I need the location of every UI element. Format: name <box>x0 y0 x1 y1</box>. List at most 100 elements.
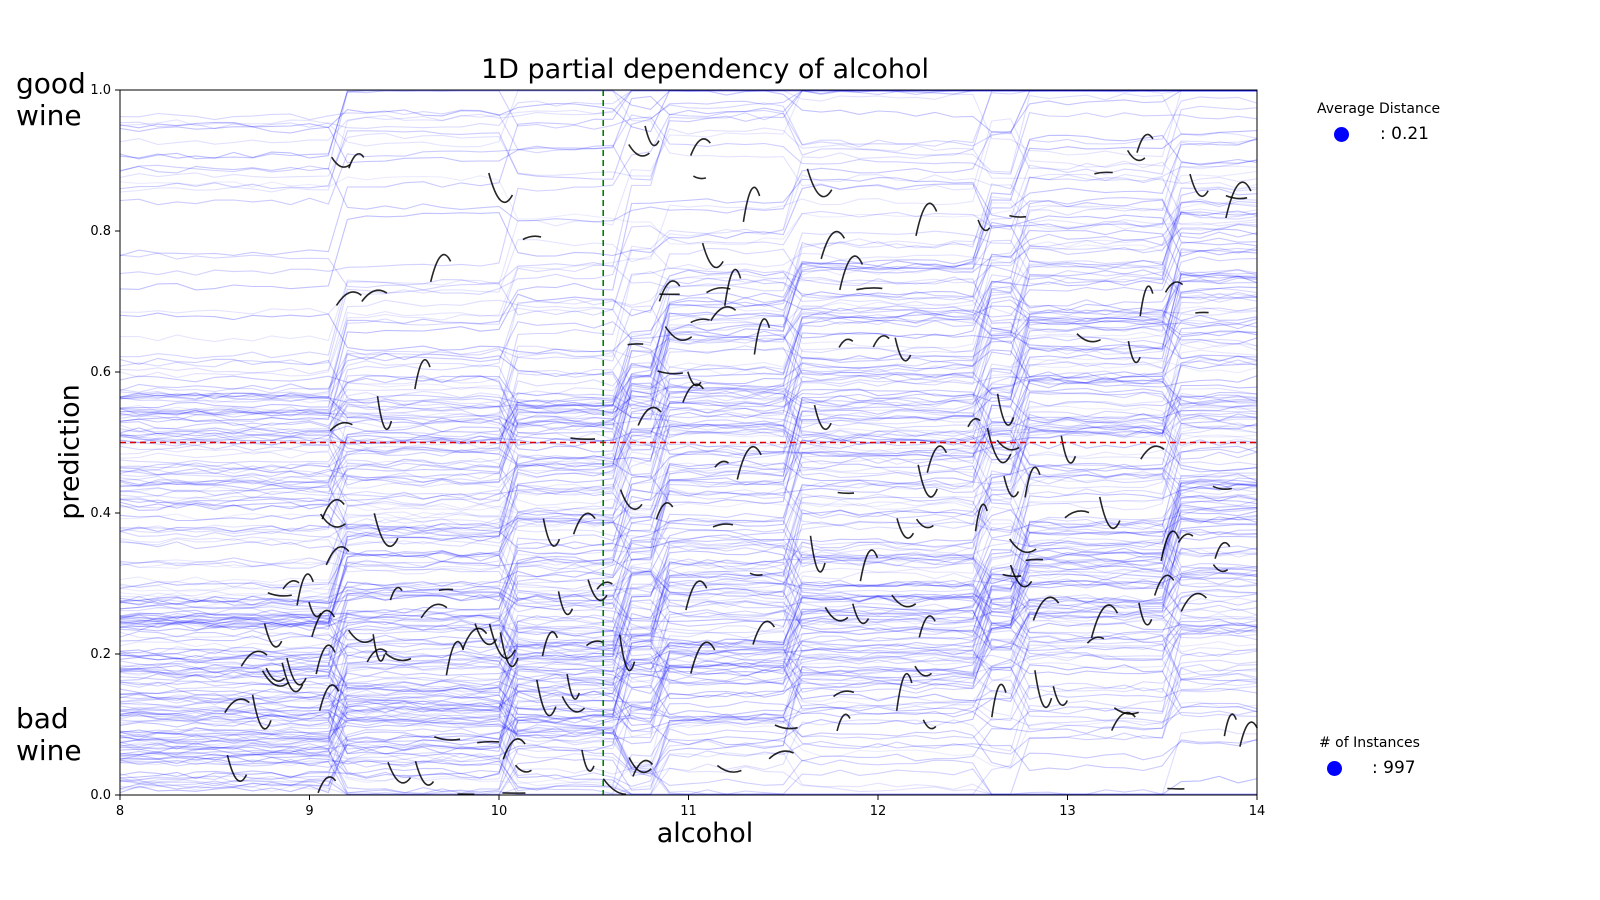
local-segment <box>1009 538 1037 554</box>
ice-curve <box>119 422 1258 608</box>
ice-curve <box>119 228 1258 533</box>
ice-curve <box>119 572 1258 733</box>
ice-curve <box>119 449 1258 649</box>
local-segment <box>596 581 613 590</box>
local-segment <box>632 759 654 777</box>
ice-curve <box>119 414 1258 535</box>
ice-curve <box>119 200 1258 445</box>
ice-curve <box>119 139 1258 415</box>
bad-wine-label: bad wine <box>16 703 82 767</box>
ice-curve <box>119 684 1258 795</box>
ice-curve <box>119 577 1258 742</box>
ice-curve <box>119 278 1257 443</box>
local-segment <box>263 623 283 648</box>
ice-curve <box>119 535 1258 773</box>
ice-curve <box>119 398 1258 465</box>
ice-curve <box>119 325 1258 558</box>
ice-curve <box>119 569 1258 671</box>
ice-curve <box>119 570 1258 723</box>
local-segment <box>1139 285 1154 317</box>
local-segment <box>587 579 608 602</box>
ice-curve <box>119 296 1258 485</box>
ice-curve <box>119 90 1257 223</box>
ice-curve <box>120 504 1258 623</box>
local-segment <box>1212 564 1229 573</box>
ice-curve <box>119 482 1258 724</box>
ice-curve <box>119 183 1258 416</box>
good-wine-line2: wine <box>16 99 82 132</box>
local-segment <box>429 253 452 282</box>
ice-curve <box>119 571 1258 744</box>
ice-curve <box>119 224 1257 535</box>
local-segment <box>894 337 912 362</box>
local-segment <box>689 138 711 156</box>
ice-curve <box>119 275 1258 620</box>
legend-average-distance-marker <box>1334 127 1349 142</box>
ice-curve <box>119 309 1258 489</box>
ice-curve <box>119 756 1258 795</box>
ice-curve <box>119 560 1258 627</box>
local-segment <box>839 255 864 291</box>
ice-curve <box>119 527 1258 622</box>
ice-curve <box>119 680 1258 769</box>
local-segment <box>1225 181 1252 219</box>
local-segment <box>251 694 272 730</box>
local-segment <box>1060 435 1077 464</box>
local-segment <box>308 601 322 618</box>
local-segment <box>690 641 716 674</box>
ice-curve <box>119 600 1258 715</box>
ice-curve <box>119 349 1258 568</box>
local-segment <box>996 393 1015 426</box>
ice-curve <box>119 580 1258 723</box>
ice-curve <box>119 387 1258 605</box>
local-segment <box>477 740 500 744</box>
local-segment <box>296 573 314 606</box>
ice-curve <box>119 270 1258 429</box>
ice-curve <box>119 277 1258 477</box>
ice-curve <box>119 501 1258 767</box>
bad-wine-line2: wine <box>16 734 82 767</box>
ice-curve <box>119 176 1258 368</box>
local-segment <box>655 502 674 520</box>
ice-curve <box>119 267 1258 418</box>
ice-curve <box>119 372 1258 427</box>
local-segment <box>833 690 855 698</box>
ice-curve <box>119 588 1258 795</box>
local-segment <box>991 683 1007 718</box>
ice-curve <box>119 363 1258 661</box>
local-segment <box>658 280 681 302</box>
ice-curve <box>119 287 1258 439</box>
local-segment <box>685 580 708 611</box>
ice-curve <box>119 608 1258 738</box>
ice-curve <box>119 562 1258 709</box>
local-segment <box>891 594 917 608</box>
local-segment <box>536 679 557 717</box>
ice-curve <box>119 200 1258 451</box>
ice-curve <box>119 90 1257 343</box>
ice-curve <box>119 90 1257 164</box>
ice-curve <box>119 247 1258 500</box>
ice-curve <box>119 506 1258 694</box>
ice-curve <box>119 424 1258 736</box>
ice-curve <box>119 619 1258 795</box>
ice-curve <box>119 177 1258 400</box>
ice-curve <box>119 90 1257 154</box>
ice-curve <box>119 392 1258 534</box>
local-segment <box>706 286 731 294</box>
local-segment <box>522 235 542 241</box>
local-segment <box>1098 496 1121 530</box>
local-segment <box>1032 596 1060 621</box>
ice-curve <box>119 521 1258 670</box>
chart-title: 1D partial dependency of alcohol <box>480 54 930 85</box>
local-segment <box>461 627 488 650</box>
ice-curve <box>119 330 1258 603</box>
ice-curve <box>119 93 1258 375</box>
ice-curve <box>119 649 1258 788</box>
ice-curve <box>119 90 1257 276</box>
ice-curve <box>119 601 1258 723</box>
local-segment <box>896 518 915 539</box>
ice-curve <box>119 395 1258 781</box>
ice-curve <box>119 635 1258 755</box>
ice-curve <box>119 488 1258 675</box>
ice-curve <box>119 631 1258 773</box>
